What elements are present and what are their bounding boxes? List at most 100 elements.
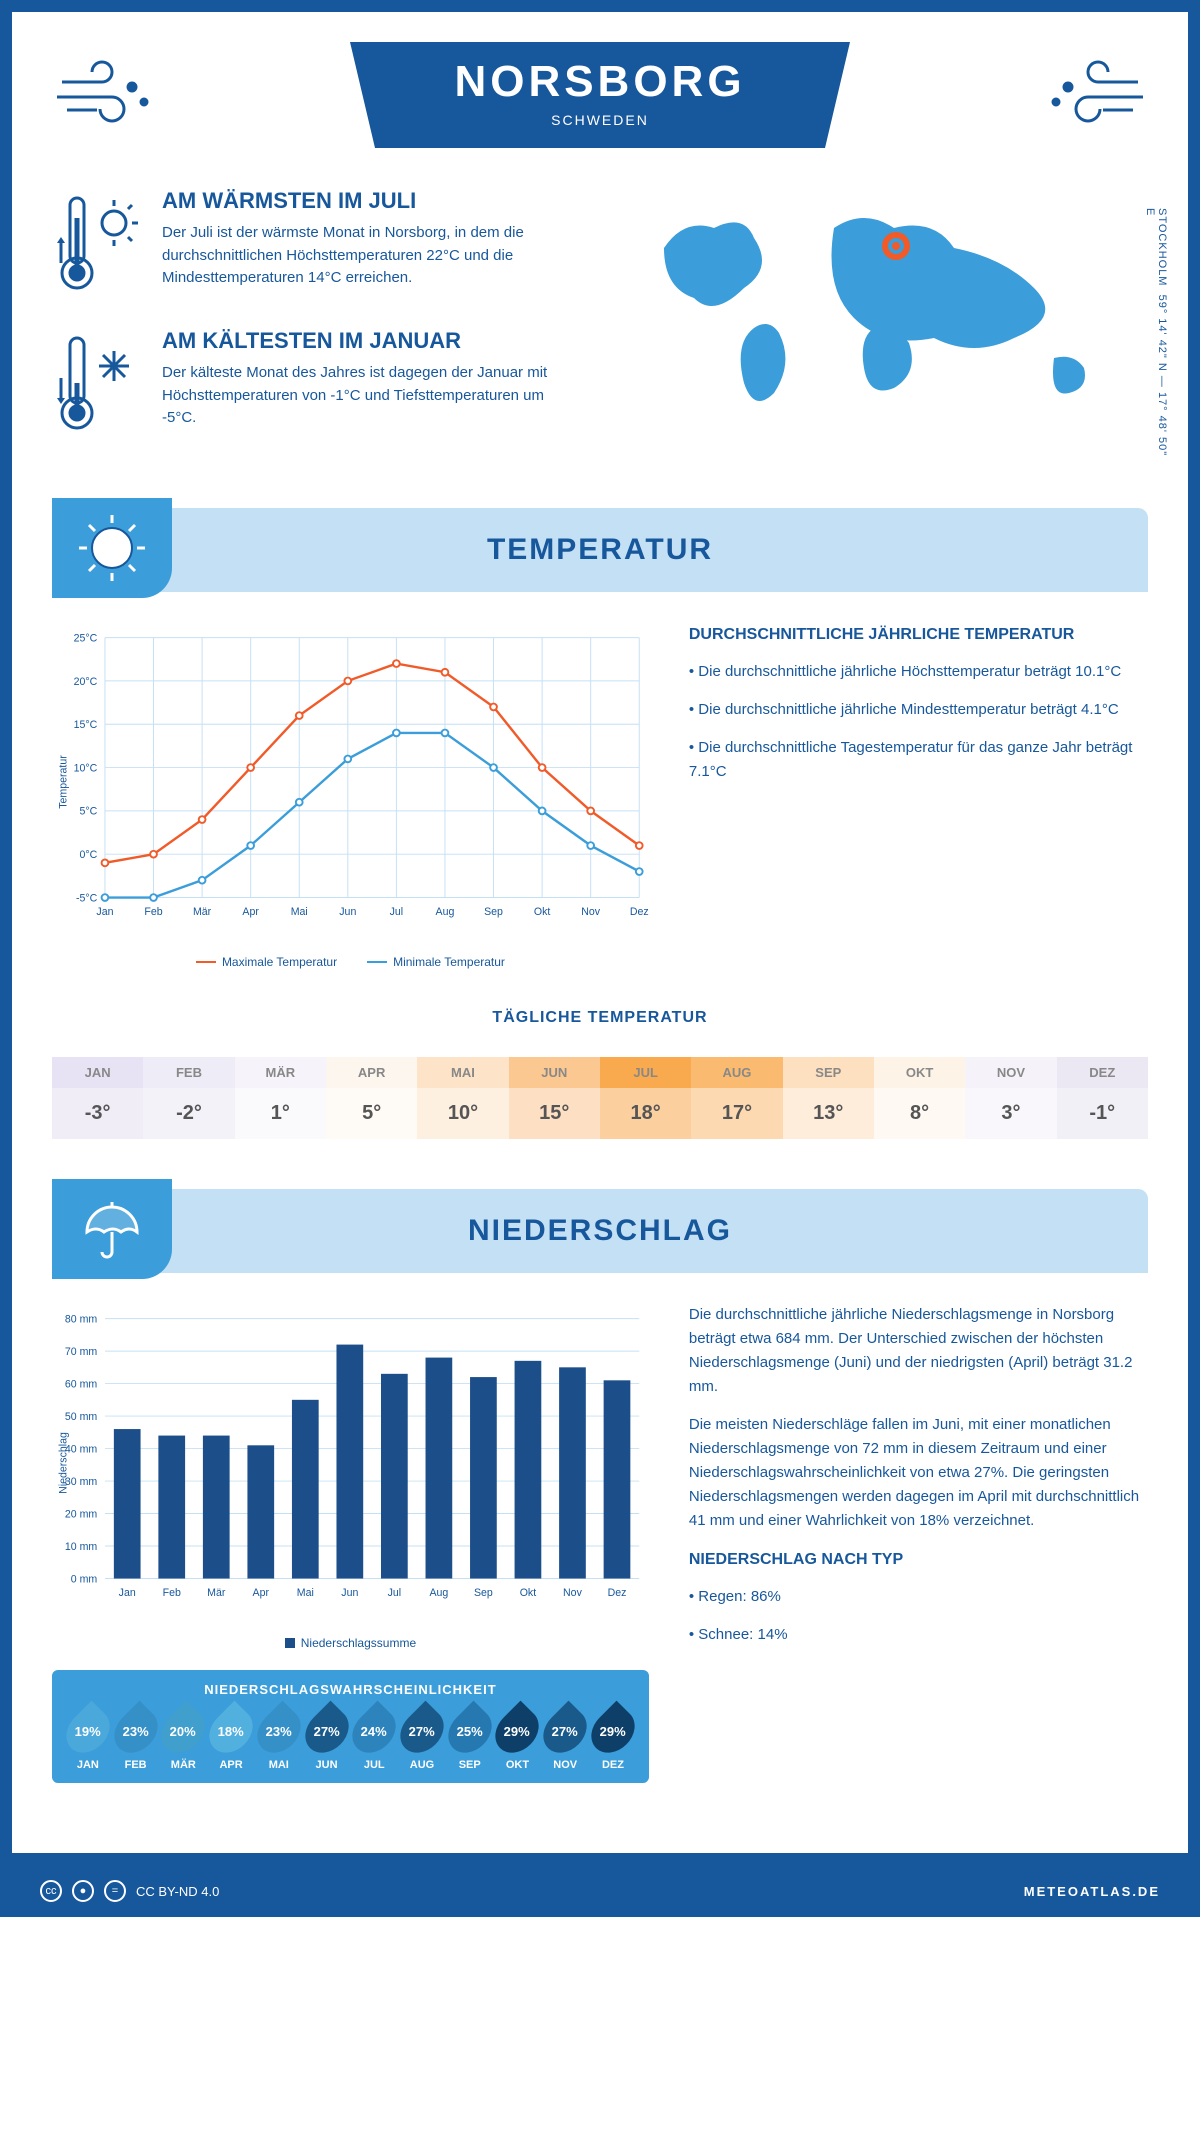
svg-text:Jun: Jun [341, 1587, 358, 1599]
rain-section-header: NIEDERSCHLAG [52, 1189, 1148, 1273]
svg-text:Aug: Aug [429, 1587, 448, 1599]
warmest-fact: AM WÄRMSTEN IM JULI Der Juli ist der wär… [52, 188, 580, 298]
svg-text:30 mm: 30 mm [65, 1476, 98, 1488]
svg-text:Mai: Mai [291, 906, 308, 918]
svg-text:Sep: Sep [484, 906, 503, 918]
rain-type: • Regen: 86% [689, 1585, 1148, 1609]
section-title: TEMPERATUR [77, 533, 1123, 567]
svg-text:10 mm: 10 mm [65, 1541, 98, 1553]
fact-title: AM KÄLTESTEN IM JANUAR [162, 328, 580, 354]
coldest-fact: AM KÄLTESTEN IM JANUAR Der kälteste Mona… [52, 328, 580, 438]
svg-text:Mär: Mär [193, 906, 212, 918]
temp-cell: JAN-3° [52, 1047, 143, 1149]
fact-title: AM WÄRMSTEN IM JULI [162, 188, 580, 214]
temp-cell: APR5° [326, 1047, 417, 1149]
rain-type-title: NIEDERSCHLAG NACH TYP [689, 1547, 1148, 1573]
svg-text:Jul: Jul [388, 1587, 402, 1599]
section-title: NIEDERSCHLAG [77, 1214, 1123, 1248]
svg-text:Feb: Feb [163, 1587, 181, 1599]
probability-drop: 27%AUG [403, 1707, 441, 1771]
svg-text:20 mm: 20 mm [65, 1508, 98, 1520]
thermometer-sun-icon [52, 188, 142, 298]
svg-text:Jul: Jul [390, 906, 404, 918]
svg-text:20°C: 20°C [74, 676, 98, 688]
probability-drop: 25%SEP [451, 1707, 489, 1771]
precipitation-probability: NIEDERSCHLAGSWAHRSCHEINLICHKEIT 19%JAN23… [52, 1670, 649, 1783]
probability-drop: 18%APR [212, 1707, 250, 1771]
svg-text:0°C: 0°C [79, 849, 97, 861]
temp-cell: OKT8° [874, 1047, 965, 1149]
svg-text:10°C: 10°C [74, 762, 98, 774]
probability-drop: 29%OKT [498, 1707, 536, 1771]
header: NORSBORG SCHWEDEN [52, 42, 1148, 148]
fact-text: Der kälteste Monat des Jahres ist dagege… [162, 362, 580, 430]
rain-type: • Schnee: 14% [689, 1623, 1148, 1647]
by-icon: ● [72, 1880, 94, 1902]
probability-drop: 24%JUL [355, 1707, 393, 1771]
svg-text:Sep: Sep [474, 1587, 493, 1599]
license-text: CC BY-ND 4.0 [136, 1884, 219, 1899]
svg-text:25°C: 25°C [74, 632, 98, 644]
daily-temp-table: JAN-3°FEB-2°MÄR1°APR5°MAI10°JUN15°JUL18°… [52, 1047, 1148, 1149]
thermometer-snow-icon [52, 328, 142, 438]
svg-text:50 mm: 50 mm [65, 1411, 98, 1423]
city-name: NORSBORG [430, 57, 770, 107]
coordinates: STOCKHOLM 59° 14' 42" N — 17° 48' 50" E [1144, 208, 1168, 468]
rain-text: Die durchschnittliche jährliche Niedersc… [689, 1303, 1148, 1399]
probability-drop: 29%DEZ [594, 1707, 632, 1771]
svg-text:5°C: 5°C [79, 806, 97, 818]
temp-cell: JUL18° [600, 1047, 691, 1149]
svg-text:15°C: 15°C [74, 719, 98, 731]
svg-text:0 mm: 0 mm [71, 1573, 98, 1585]
probability-drop: 23%MAI [260, 1707, 298, 1771]
svg-text:Mai: Mai [297, 1587, 314, 1599]
temp-cell: DEZ-1° [1057, 1047, 1148, 1149]
chart-legend: Niederschlagssumme [52, 1636, 649, 1650]
temp-cell: JUN15° [509, 1047, 600, 1149]
temperature-line-chart: -5°C 0°C 5°C 10°C 15°C 20°C 25°C Jan Feb Mär Apr Ma… [52, 622, 649, 942]
side-bullet: • Die durchschnittliche Tagestemperatur … [689, 736, 1148, 784]
svg-text:60 mm: 60 mm [65, 1378, 98, 1390]
svg-text:Jan: Jan [96, 906, 113, 918]
probability-drop: 20%MÄR [164, 1707, 202, 1771]
svg-text:Okt: Okt [534, 906, 551, 918]
cc-icon: cc [40, 1880, 62, 1902]
temp-cell: FEB-2° [143, 1047, 234, 1149]
svg-text:Apr: Apr [253, 1587, 270, 1599]
umbrella-icon [52, 1179, 172, 1279]
probability-drop: 27%NOV [546, 1707, 584, 1771]
side-bullet: • Die durchschnittliche jährliche Mindes… [689, 698, 1148, 722]
svg-text:Feb: Feb [144, 906, 162, 918]
svg-text:70 mm: 70 mm [65, 1346, 98, 1358]
temperature-section-header: TEMPERATUR [52, 508, 1148, 592]
temp-cell: SEP13° [783, 1047, 874, 1149]
svg-text:Dez: Dez [608, 1587, 627, 1599]
svg-text:Nov: Nov [581, 906, 601, 918]
svg-text:Dez: Dez [630, 906, 649, 918]
svg-text:Jun: Jun [339, 906, 356, 918]
chart-legend: Maximale Temperatur Minimale Temperatur [52, 955, 649, 969]
title-ribbon: NORSBORG SCHWEDEN [350, 42, 850, 148]
temp-cell: MAI10° [417, 1047, 508, 1149]
world-map [620, 188, 1148, 428]
svg-text:-5°C: -5°C [76, 892, 98, 904]
daily-temp-title: TÄGLICHE TEMPERATUR [52, 1009, 1148, 1027]
svg-text:Okt: Okt [520, 1587, 537, 1599]
svg-text:40 mm: 40 mm [65, 1443, 98, 1455]
svg-text:Niederschlag: Niederschlag [57, 1432, 69, 1494]
sun-icon [52, 498, 172, 598]
svg-text:Nov: Nov [563, 1587, 583, 1599]
probability-drop: 19%JAN [69, 1707, 107, 1771]
svg-text:Apr: Apr [242, 906, 259, 918]
side-bullet: • Die durchschnittliche jährliche Höchst… [689, 660, 1148, 684]
side-title: DURCHSCHNITTLICHE JÄHRLICHE TEMPERATUR [689, 622, 1148, 648]
precipitation-bar-chart: 0 mm10 mm20 mm30 mm40 mm50 mm60 mm70 mm8… [52, 1303, 649, 1623]
site-name: METEOATLAS.DE [1024, 1884, 1160, 1899]
wind-icon [1038, 52, 1148, 132]
wind-icon [52, 52, 162, 132]
fact-text: Der Juli ist der wärmste Monat in Norsbo… [162, 222, 580, 290]
svg-text:Aug: Aug [436, 906, 455, 918]
temp-cell: AUG17° [691, 1047, 782, 1149]
temp-cell: MÄR1° [235, 1047, 326, 1149]
footer: cc ● = CC BY-ND 4.0 METEOATLAS.DE [0, 1865, 1200, 1917]
